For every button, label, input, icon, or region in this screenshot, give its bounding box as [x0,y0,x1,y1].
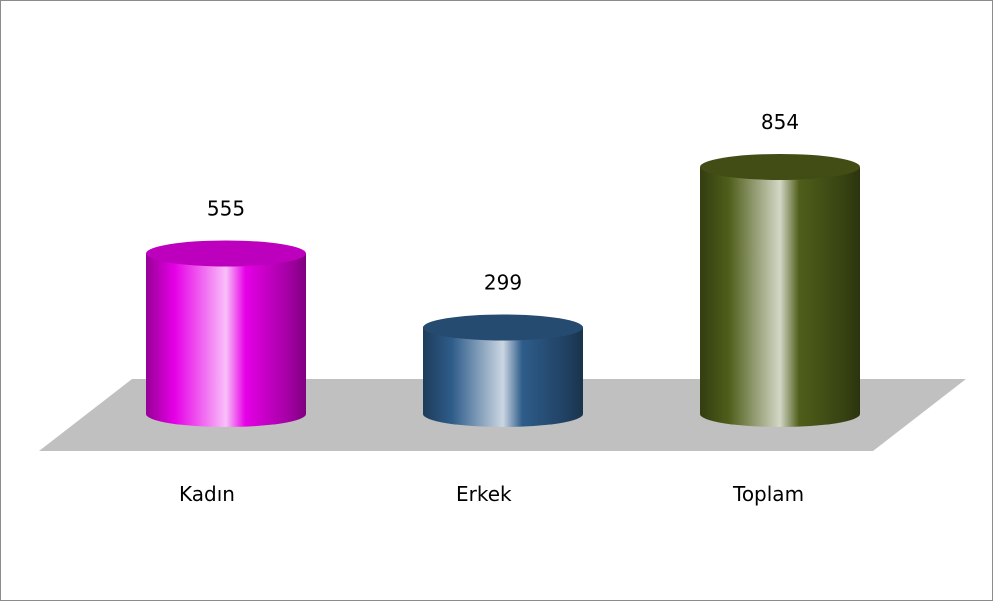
bar-body-0 [146,253,306,427]
bar-body-1 [423,327,583,427]
bar-0 [146,240,306,427]
category-label-1: Erkek [456,482,512,506]
bar-1 [423,314,583,427]
bars-layer [146,153,860,427]
data-label-0: 555 [207,196,245,220]
bar-top-0 [146,240,306,267]
category-label-0: Kadın [179,482,235,506]
data-label-2: 854 [761,110,799,134]
category-label-2: Toplam [732,482,804,506]
bar-body-2 [700,166,860,427]
bar-top-2 [700,153,860,180]
labels-layer: 555 Kadın 299 Erkek 854 Toplam [179,110,804,506]
bar-2 [700,153,860,427]
data-label-1: 299 [484,270,522,294]
bar-top-1 [423,314,583,341]
